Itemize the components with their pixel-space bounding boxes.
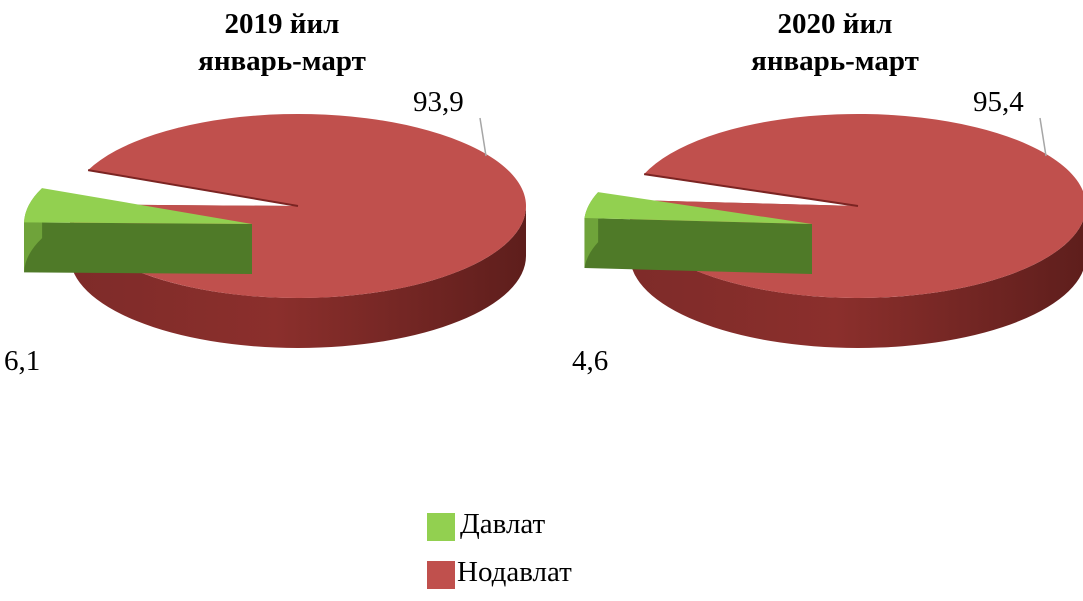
chart-title: 2020 йил январь-март <box>751 8 919 77</box>
legend-label: Нодавлат <box>457 556 572 588</box>
slice-nodavlat-edge <box>643 173 859 207</box>
slice-nodavlat-side <box>630 206 1083 348</box>
pie-svg <box>24 114 526 348</box>
pie-svg <box>584 114 1083 348</box>
data-label-nodavlat: 93,9 <box>413 86 464 118</box>
chart-title: 2019 йил январь-март <box>198 8 366 77</box>
pie-chart-2020: 2020 йил январь-март 95,4 4,6 <box>560 0 1083 420</box>
slice-davlat <box>584 192 812 224</box>
slice-davlat-cut <box>584 218 812 274</box>
slice-davlat-cut <box>24 222 252 274</box>
legend-swatch-davlat <box>427 513 455 541</box>
legend-item-davlat: Давлат <box>427 505 667 553</box>
legend: Давлат Нодавлат <box>427 505 667 601</box>
legend-swatch-nodavlat <box>427 561 455 589</box>
leader-line <box>479 117 487 157</box>
data-label-davlat: 6,1 <box>4 345 41 377</box>
legend-label: Давлат <box>460 508 546 540</box>
data-label-davlat: 4,6 <box>572 345 609 377</box>
legend-item-nodavlat: Нодавлат <box>427 553 667 601</box>
data-label-nodavlat: 95,4 <box>973 86 1024 118</box>
pie-chart-2019: 2019 йил январь-март 93,9 6,1 <box>0 0 540 420</box>
slice-davlat <box>24 188 252 224</box>
slice-nodavlat-side <box>70 206 526 348</box>
leader-line <box>1039 117 1047 157</box>
slice-nodavlat-edge <box>87 169 299 207</box>
